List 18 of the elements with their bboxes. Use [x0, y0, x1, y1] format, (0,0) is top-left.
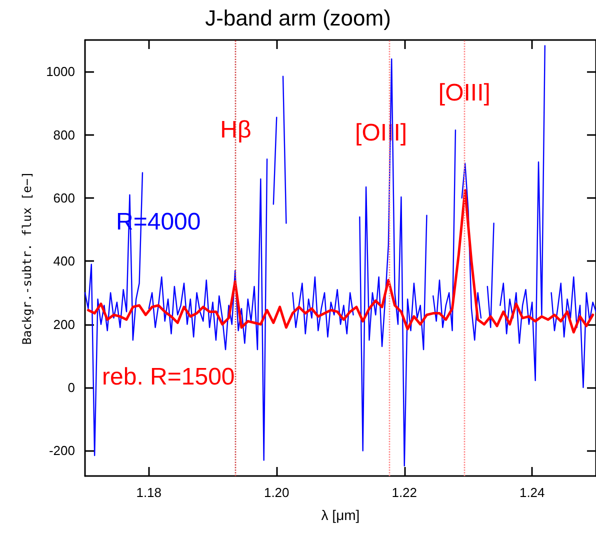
y-tick-label: -200: [48, 443, 75, 458]
x-axis-title: λ [μm]: [321, 507, 360, 523]
chart-title: J-band arm (zoom): [205, 6, 391, 30]
x-tick-label: 1.20: [264, 485, 290, 500]
ref-line-label: Hβ: [220, 116, 252, 144]
y-tick-label: 1000: [46, 64, 75, 80]
y-tick-label: 600: [53, 190, 75, 206]
y-tick-label: 800: [53, 127, 75, 142]
ref-line-label: [OIII]: [438, 80, 490, 106]
x-tick-label: 1.24: [519, 485, 545, 500]
y-tick-label: 200: [53, 316, 75, 332]
y-tick-label: 0: [68, 380, 75, 396]
series-label: reb. R=1500: [102, 364, 235, 390]
x-tick-label: 1.22: [392, 485, 418, 500]
y-axis-title: Backgr.-subtr. flux [e−]: [20, 171, 34, 345]
line-series: [86, 188, 594, 334]
x-tick-label: 1.18: [136, 485, 162, 500]
y-tick-label: 400: [53, 254, 75, 269]
